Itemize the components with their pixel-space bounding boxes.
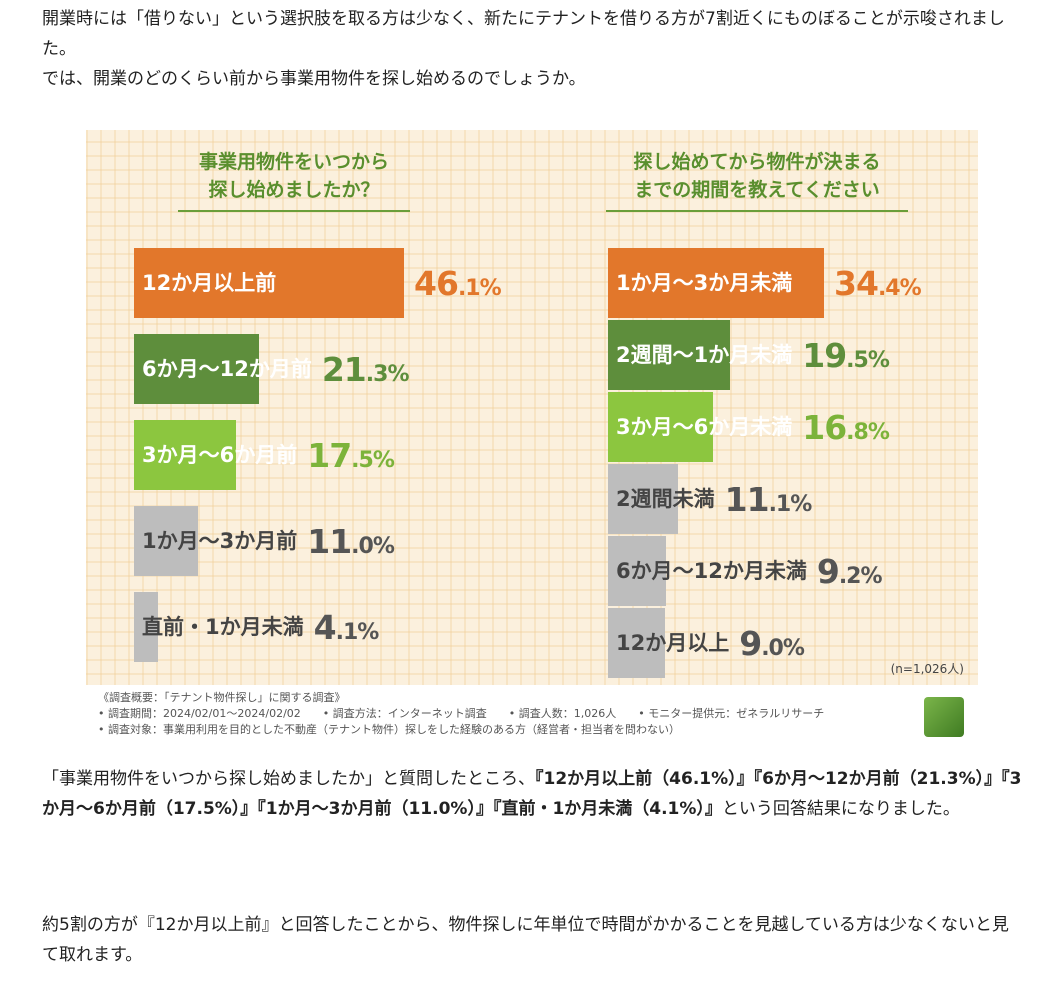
bar-value-label: 19.5% xyxy=(802,320,890,390)
survey-overview-target: • 調査対象：事業用利用を目的とした不動産（テナント物件）探しをした経験のある方… xyxy=(98,723,680,736)
bar-value-label: 9.2% xyxy=(816,536,883,606)
bar-value-label: 4.1% xyxy=(313,592,380,662)
bar-label: 3か月〜6か月未満 xyxy=(616,415,793,439)
bar xyxy=(608,320,731,390)
bar xyxy=(608,464,678,534)
bar xyxy=(608,248,824,318)
intro-paragraph: 開業時には「借りない」という選択肢を取る方は少なく、新たにテナントを借りる方が7… xyxy=(42,4,1022,94)
bar-value-integer: 11 xyxy=(724,480,770,519)
question-2-title-line-1: 探し始めてから物件が決まる xyxy=(633,151,881,173)
bar-value-label: 17.5% xyxy=(307,420,395,490)
bar-value-integer: 4 xyxy=(313,608,337,647)
bar-value-integer: 16 xyxy=(802,408,847,447)
bar-value-decimal: .5% xyxy=(846,348,890,373)
bar-label: 2週間未満 xyxy=(616,487,715,511)
conclusion-paragraph: 約5割の方が『12か月以上前』と回答したことから、物件探しに年単位で時間がかかる… xyxy=(42,915,1009,965)
bar-value-label: 9.0% xyxy=(739,608,805,678)
bar-value-integer: 17 xyxy=(307,436,352,475)
question-2-title: 探し始めてから物件が決まる までの期間を教えてください xyxy=(606,148,908,212)
bar xyxy=(134,592,158,662)
result-paragraph: 「事業用物件をいつから探し始めましたか」と質問したところ、『12か月以上前（46… xyxy=(42,764,1022,824)
bar-value-decimal: .1% xyxy=(768,492,813,517)
bar-value-integer: 9 xyxy=(739,624,762,663)
intro-line-1: 開業時には「借りない」という選択肢を取る方は少なく、新たにテナントを借りる方が7… xyxy=(42,9,1005,59)
survey-overview-title: 《調査概要：「テナント物件探し」に関する調査》 xyxy=(98,691,346,704)
bar-value-decimal: .3% xyxy=(365,362,410,387)
bar-value-integer: 9 xyxy=(816,552,840,591)
question-2-title-line-2: までの期間を教えてください xyxy=(634,179,880,201)
question-1-title-line-1: 事業用物件をいつから xyxy=(198,151,389,173)
result-answers: 『12か月以上前（46.1%）』『6か月〜12か月前（21.3%）』『3か月〜6… xyxy=(42,769,1022,819)
bar-value-label: 16.8% xyxy=(802,392,890,462)
sample-size-note: (n=1,026人) xyxy=(890,662,964,676)
bar xyxy=(134,506,199,576)
bar-value-label: 11.1% xyxy=(724,464,813,534)
intro-line-2: では、開業のどのくらい前から事業用物件を探し始めるのでしょうか。 xyxy=(42,69,586,89)
bar-value-decimal: .0% xyxy=(351,534,395,559)
result-tail: という回答結果になりました。 xyxy=(721,799,960,819)
question-1-title: 事業用物件をいつから 探し始めましたか？ xyxy=(178,148,410,212)
bar-label: 2週間〜1か月未満 xyxy=(616,343,793,367)
company-logo xyxy=(924,697,964,737)
bar-value-integer: 19 xyxy=(802,336,847,375)
bar-value-decimal: .4% xyxy=(877,276,922,301)
survey-overview: 《調査概要：「テナント物件探し」に関する調査》 • 調査期間：2024/02/0… xyxy=(86,685,978,745)
bar-value-label: 11.0% xyxy=(307,506,395,576)
survey-overview-details: • 調査期間：2024/02/01〜2024/02/02 • 調査方法：インター… xyxy=(98,707,825,720)
bar xyxy=(134,420,237,490)
bar-label: 直前・1か月未満 xyxy=(142,615,304,639)
bar-value-label: 21.3% xyxy=(321,334,410,404)
bar xyxy=(608,536,666,606)
bar-label: 3か月〜6か月前 xyxy=(142,443,298,467)
bar-value-integer: 46 xyxy=(414,264,459,303)
bar-label: 6か月〜12か月前 xyxy=(142,357,312,381)
bar-label: 12か月以上 xyxy=(616,631,730,655)
bar-label: 6か月〜12か月未満 xyxy=(616,559,807,583)
bar-value-label: 34.4% xyxy=(834,248,922,318)
bar-value-integer: 21 xyxy=(321,350,367,389)
bar xyxy=(134,248,404,318)
bar xyxy=(134,334,259,404)
bar-value-decimal: .5% xyxy=(351,448,395,473)
bar-value-decimal: .0% xyxy=(761,636,805,661)
bar-value-integer: 34 xyxy=(834,264,879,303)
bar-value-decimal: .8% xyxy=(846,420,890,445)
bar-label: 1か月〜3か月未満 xyxy=(616,271,793,295)
survey-infographic: 事業用物件をいつから 探し始めましたか？ 探し始めてから物件が決まる までの期間… xyxy=(86,130,978,745)
bar-value-decimal: .1% xyxy=(335,620,380,645)
bar-label: 1か月〜3か月前 xyxy=(142,529,298,553)
bar-value-decimal: .1% xyxy=(457,276,502,301)
bar-label: 12か月以上前 xyxy=(142,271,277,295)
bar-value-decimal: .2% xyxy=(838,564,883,589)
bar-value-label: 46.1% xyxy=(414,248,502,318)
result-lead: 「事業用物件をいつから探し始めましたか」と質問したところ、 xyxy=(42,769,535,789)
question-1-title-line-2: 探し始めましたか？ xyxy=(208,179,380,201)
bar-value-integer: 11 xyxy=(307,522,352,561)
bar xyxy=(608,392,714,462)
bar xyxy=(608,608,665,678)
